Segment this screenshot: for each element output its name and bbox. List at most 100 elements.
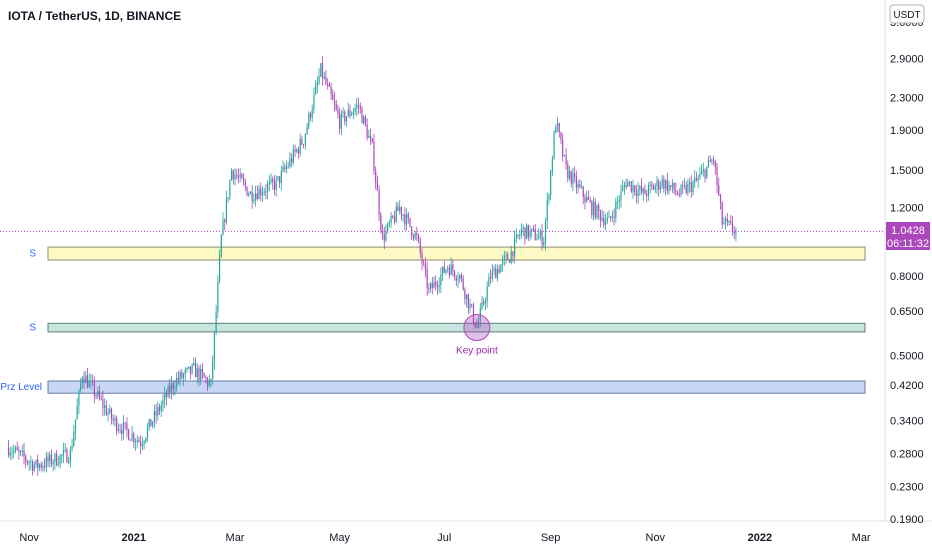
candle xyxy=(102,390,104,417)
candle xyxy=(291,153,293,168)
candle-body xyxy=(315,85,317,95)
currency-badge[interactable]: USDT xyxy=(889,4,925,24)
candle xyxy=(104,398,106,416)
candle-body xyxy=(200,368,202,380)
y-tick-label: 1.5000 xyxy=(890,165,924,177)
candle-body xyxy=(505,254,507,257)
candle xyxy=(332,89,334,101)
candle xyxy=(550,169,552,201)
candle-body xyxy=(321,63,324,79)
candle-body xyxy=(656,180,658,187)
candle xyxy=(133,431,135,449)
candle-body xyxy=(673,182,675,191)
candle-body xyxy=(606,217,608,222)
candle-body xyxy=(507,254,509,260)
candle-body xyxy=(375,170,377,183)
currency-label: USDT xyxy=(893,10,920,21)
zone-label: S xyxy=(29,323,36,334)
candle-body xyxy=(220,235,222,257)
candle xyxy=(155,404,157,424)
candle xyxy=(623,181,626,195)
candle-body xyxy=(577,184,579,188)
candle xyxy=(114,415,116,427)
candle-body xyxy=(299,139,301,154)
candle-body xyxy=(356,104,358,109)
candle-body xyxy=(56,453,58,466)
candle xyxy=(18,446,20,460)
candle xyxy=(357,97,360,115)
candle xyxy=(88,373,90,388)
candle xyxy=(100,394,102,401)
candle xyxy=(488,272,490,287)
candle xyxy=(26,459,29,466)
candle-body xyxy=(196,368,198,378)
candle xyxy=(651,181,653,191)
candle-body xyxy=(136,440,138,442)
candle-body xyxy=(172,383,174,389)
candle xyxy=(249,190,252,195)
candle xyxy=(117,423,119,434)
candle-body xyxy=(481,301,483,309)
candle-body xyxy=(409,217,411,227)
candle xyxy=(385,224,387,242)
last-price-tag-box xyxy=(886,222,930,250)
candle xyxy=(212,355,214,385)
candle xyxy=(116,415,118,436)
candle-body xyxy=(143,441,145,445)
candle xyxy=(575,170,577,195)
candle-body xyxy=(301,139,303,145)
candle xyxy=(110,407,113,425)
candle-body xyxy=(579,184,581,187)
candle-body xyxy=(275,179,277,190)
candle xyxy=(574,166,576,183)
candle-body xyxy=(267,184,269,192)
y-tick-label: 0.2800 xyxy=(890,448,924,460)
candle-body xyxy=(647,185,650,196)
candle-body xyxy=(445,269,447,273)
candle-body xyxy=(351,113,353,116)
candle xyxy=(611,210,614,223)
candle-body xyxy=(81,377,83,384)
candle xyxy=(153,404,155,429)
candle xyxy=(182,372,185,386)
candle-body xyxy=(92,380,94,383)
candle-body xyxy=(668,185,670,191)
candle xyxy=(292,144,294,166)
candle-body xyxy=(471,304,473,306)
candle xyxy=(232,169,234,185)
candle xyxy=(59,454,61,469)
candle-body xyxy=(635,192,638,196)
candle-body xyxy=(692,182,694,193)
candle-body xyxy=(150,419,152,427)
candle xyxy=(160,400,162,417)
last-price-tag: 1.0428 06:11:32 xyxy=(886,222,930,250)
candle xyxy=(551,155,553,177)
candle xyxy=(170,375,173,400)
candle-body xyxy=(126,423,128,430)
candle-body xyxy=(239,174,241,177)
candle xyxy=(725,215,727,230)
candle-body xyxy=(469,304,471,309)
candle xyxy=(201,363,204,380)
candle-body xyxy=(263,191,265,194)
candle-body xyxy=(224,220,226,223)
candle-body xyxy=(181,372,183,378)
candle xyxy=(301,135,303,146)
candle-body xyxy=(304,134,306,145)
candle xyxy=(503,250,505,266)
candle xyxy=(481,295,483,310)
candle xyxy=(570,170,572,188)
candle xyxy=(128,428,130,441)
y-tick-label: 0.4200 xyxy=(890,380,924,392)
candle xyxy=(375,166,377,190)
candle-body xyxy=(93,382,95,396)
candle-body xyxy=(385,230,387,241)
candle-body xyxy=(587,197,589,200)
candle-body xyxy=(699,174,701,179)
candle-body xyxy=(459,275,461,280)
candle xyxy=(196,363,198,384)
candle-body xyxy=(412,235,415,239)
candle-body xyxy=(74,419,77,433)
candle xyxy=(181,369,183,380)
